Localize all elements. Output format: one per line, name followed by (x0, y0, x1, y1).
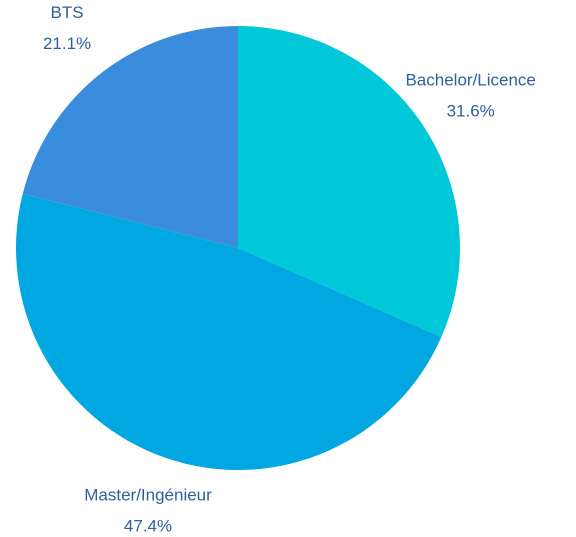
pie-slice (22, 26, 238, 248)
slice-label: BTS (51, 3, 84, 22)
pie-slice (15, 193, 442, 471)
slice-label: Bachelor/Licence (405, 70, 535, 89)
slice-value-label: 21.1% (43, 34, 91, 53)
pie-slice (238, 26, 460, 338)
slice-value-label: 31.6% (447, 101, 495, 120)
slice-value-label: 47.4% (124, 517, 172, 536)
slice-label: Master/Ingénieur (84, 486, 212, 505)
